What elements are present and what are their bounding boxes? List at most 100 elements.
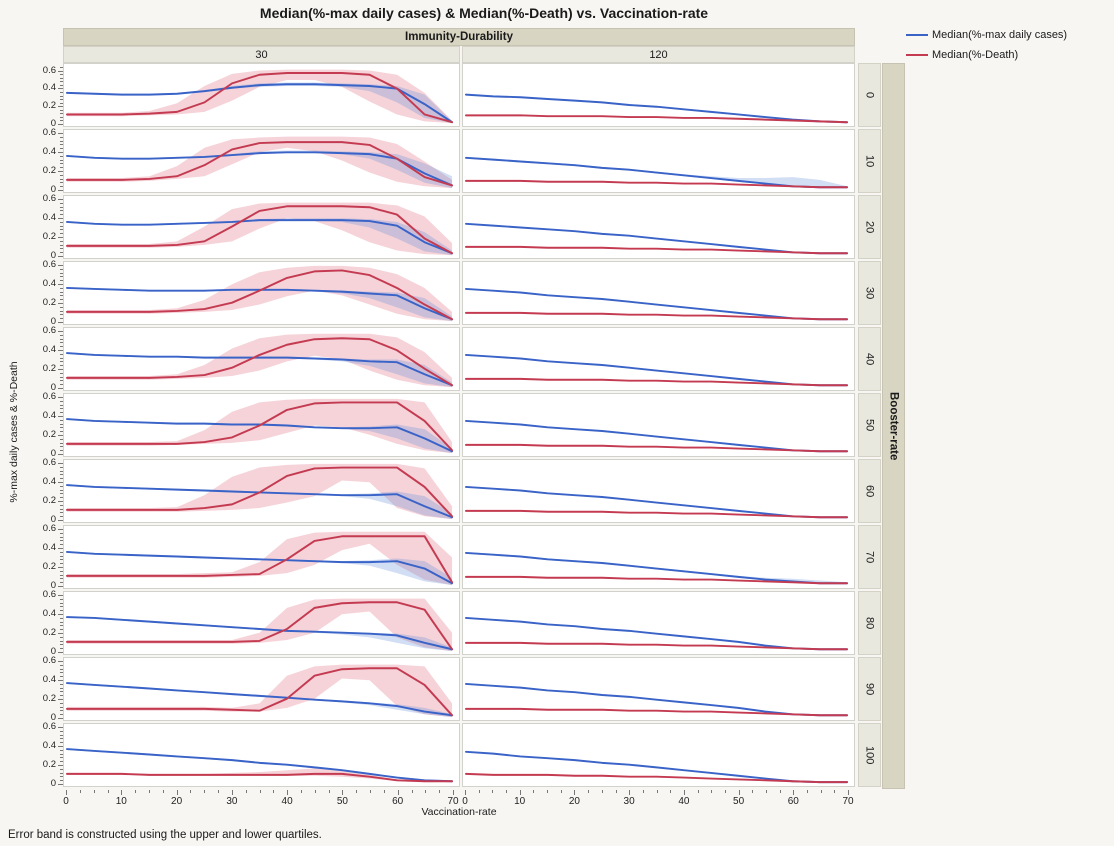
legend-item-max-daily-cases[interactable]: Median(%-max daily cases) [906, 25, 1067, 45]
row-label-60[interactable]: 60 [858, 459, 881, 523]
y-tick [58, 199, 63, 200]
x-tick [752, 790, 754, 793]
chart-title: Median(%-max daily cases) & Median(%-Dea… [259, 5, 709, 21]
panel-booster-10-durability-120[interactable] [462, 129, 855, 193]
panel-booster-10-durability-30[interactable] [63, 129, 460, 193]
row-label-90[interactable]: 90 [858, 657, 881, 721]
x-tick-label: 10 [514, 796, 526, 807]
y-tick [60, 423, 63, 425]
y-tick-label: 0.4 [42, 212, 56, 223]
y-tick [60, 109, 63, 111]
y-tick [60, 210, 63, 212]
y-tick [60, 640, 63, 642]
y-axis-row-10: 0 0.2 0.4 0.6 [28, 128, 63, 195]
panel-booster-100-durability-30[interactable] [63, 723, 460, 787]
panel-booster-90-durability-120[interactable] [462, 657, 855, 721]
x-tick [370, 790, 372, 793]
panel-booster-30-durability-120[interactable] [462, 261, 855, 325]
y-tick [60, 536, 63, 538]
y-tick [60, 287, 63, 289]
panel-booster-60-durability-30[interactable] [63, 459, 460, 523]
row-group-header[interactable]: Booster-rate [882, 63, 905, 789]
y-tick [60, 504, 63, 506]
y-tick [60, 74, 63, 76]
panel-booster-50-durability-30[interactable] [63, 393, 460, 457]
x-axis-label: Vaccination-rate [421, 806, 497, 818]
panel-booster-70-durability-120[interactable] [462, 525, 855, 589]
row-label-0[interactable]: 0 [858, 63, 881, 127]
y-tick [60, 229, 63, 231]
panel-booster-100-durability-120[interactable] [462, 723, 855, 787]
y-tick [60, 361, 63, 363]
y-tick [60, 144, 63, 146]
y-tick [60, 442, 63, 444]
panel-booster-40-durability-30[interactable] [63, 327, 460, 391]
y-tick [58, 133, 63, 134]
y-tick-label: 0.6 [42, 64, 56, 76]
x-tick-label: 60 [787, 796, 799, 807]
y-tick [58, 501, 63, 502]
row-label-70[interactable]: 70 [858, 525, 881, 589]
y-tick [60, 113, 63, 115]
row-label-10[interactable]: 10 [858, 129, 881, 193]
y-tick-label: 0.4 [42, 608, 56, 619]
panel-booster-40-durability-120[interactable] [462, 327, 855, 391]
y-tick [58, 567, 63, 568]
panel-booster-80-durability-120[interactable] [462, 591, 855, 655]
panel-booster-0-durability-120[interactable] [462, 63, 855, 127]
y-tick-label: 0.4 [42, 476, 56, 487]
legend-line-red-icon [906, 54, 928, 56]
row-label-20[interactable]: 20 [858, 195, 881, 259]
row-label-80[interactable]: 80 [858, 591, 881, 655]
y-tick [58, 595, 63, 596]
y-tick [58, 265, 63, 266]
y-tick [58, 284, 63, 285]
y-tick [60, 776, 63, 778]
column-value-120[interactable]: 120 [462, 46, 855, 63]
row-label-100[interactable]: 100 [858, 723, 881, 787]
panel-booster-60-durability-120[interactable] [462, 459, 855, 523]
y-tick [60, 167, 63, 169]
panel-booster-90-durability-30[interactable] [63, 657, 460, 721]
x-tick [656, 790, 658, 793]
x-tick-label: 60 [392, 796, 404, 807]
y-tick [58, 416, 63, 417]
y-tick-label: 0.2 [42, 165, 56, 176]
panel-booster-50-durability-120[interactable] [462, 393, 855, 457]
y-tick [60, 512, 63, 514]
panel-booster-0-durability-30[interactable] [63, 63, 460, 127]
y-tick-label: 0 [50, 316, 56, 327]
column-value-30[interactable]: 30 [63, 46, 460, 63]
panel-booster-20-durability-120[interactable] [462, 195, 855, 259]
y-tick [60, 306, 63, 308]
x-tick [383, 790, 385, 793]
row-label-50[interactable]: 50 [858, 393, 881, 457]
x-tick [848, 790, 849, 795]
x-tick [574, 790, 576, 795]
x-tick [601, 790, 603, 793]
y-tick [58, 454, 63, 455]
panel-booster-70-durability-30[interactable] [63, 525, 460, 589]
y-tick [58, 106, 63, 108]
y-tick [60, 244, 63, 246]
y-axis-row-90: 0 0.2 0.4 0.6 [28, 656, 63, 723]
panel-booster-20-durability-30[interactable] [63, 195, 460, 259]
panel-booster-30-durability-30[interactable] [63, 261, 460, 325]
y-tick-label: 0 [50, 646, 56, 657]
x-tick [492, 790, 494, 793]
column-group-header[interactable]: Immunity-Durability [63, 28, 855, 46]
row-label-30[interactable]: 30 [858, 261, 881, 325]
y-tick-label: 0 [50, 250, 56, 261]
y-tick [60, 81, 63, 83]
row-label-40[interactable]: 40 [858, 327, 881, 391]
y-tick [58, 331, 63, 332]
x-tick [314, 790, 316, 793]
y-tick-label: 0 [50, 514, 56, 525]
y-tick-label: 0.6 [42, 325, 56, 336]
legend-item-death[interactable]: Median(%-Death) [906, 45, 1067, 65]
x-tick [301, 790, 302, 793]
panel-booster-80-durability-30[interactable] [63, 591, 460, 655]
y-tick [60, 749, 63, 751]
y-tick [60, 574, 63, 576]
y-tick-label: 0.2 [42, 759, 56, 770]
